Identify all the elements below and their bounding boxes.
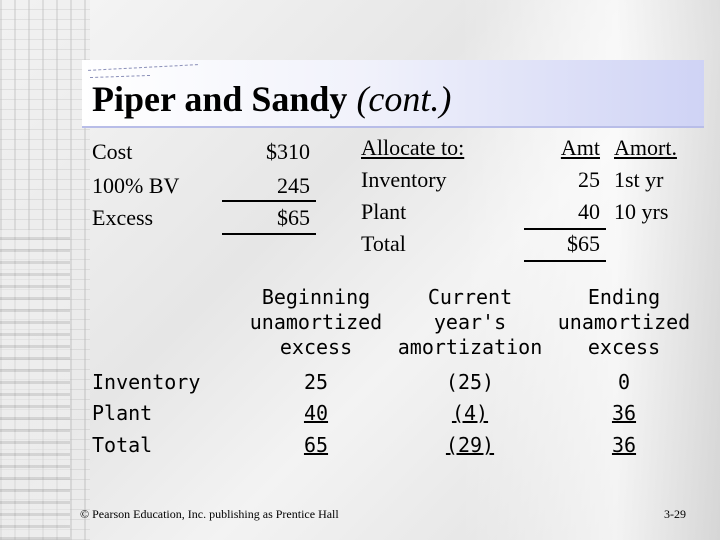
row-label: Inventory <box>92 370 201 394</box>
amt-inventory: 25 <box>578 167 600 192</box>
current-cell: (4) <box>451 401 489 425</box>
header-line: amortization <box>397 335 543 359</box>
title-bar <box>82 60 704 128</box>
background-building <box>0 0 90 540</box>
ending-header: Ending unamortized excess <box>546 285 702 360</box>
cost-label: Cost <box>92 139 133 164</box>
header-line: unamortized <box>249 310 383 334</box>
amort-header: Amort. <box>614 135 677 160</box>
total-rule <box>222 233 316 235</box>
beginning-cell: 40 <box>303 401 329 425</box>
header-line: Current <box>427 285 513 309</box>
bv-value: 245 <box>277 173 310 198</box>
amt-total-rule <box>524 260 606 262</box>
amt-total: $65 <box>567 231 600 256</box>
ending-cell: 36 <box>611 433 637 457</box>
subtotal-rule <box>222 200 316 202</box>
beginning-cell: 25 <box>303 370 329 394</box>
excess-value: $65 <box>277 205 310 230</box>
current-header: Current year's amortization <box>395 285 545 360</box>
title-main: Piper and Sandy <box>92 79 348 119</box>
beginning-cell: 65 <box>303 433 329 457</box>
current-cell: (29) <box>445 433 495 457</box>
ending-cell: 36 <box>611 401 637 425</box>
header-line: year's <box>433 310 507 334</box>
allocate-inventory-label: Inventory <box>361 167 447 192</box>
header-line: excess <box>279 335 353 359</box>
slide-number: 3-29 <box>664 507 686 521</box>
amt-plant: 40 <box>578 199 600 224</box>
slide-title: Piper and Sandy (cont.) <box>92 78 451 120</box>
cost-value: $310 <box>266 139 310 164</box>
allocate-plant-label: Plant <box>361 199 407 224</box>
beginning-header: Beginning unamortized excess <box>236 285 396 360</box>
header-line: Beginning <box>261 285 371 309</box>
row-label: Total <box>92 433 153 457</box>
allocate-heading: Allocate to: <box>361 135 465 160</box>
ending-cell: 0 <box>617 370 631 394</box>
amt-subtotal-rule <box>524 228 606 230</box>
header-line: unamortized <box>557 310 691 334</box>
header-line: excess <box>587 335 661 359</box>
amort-inventory: 1st yr <box>614 167 664 192</box>
bv-label: 100% BV <box>92 173 180 198</box>
header-line: Ending <box>587 285 661 309</box>
amt-header: Amt <box>560 135 600 160</box>
title-sub: (cont.) <box>356 79 452 119</box>
row-label: Plant <box>92 401 153 425</box>
current-cell: (25) <box>445 370 495 394</box>
excess-label: Excess <box>92 205 154 230</box>
allocate-total-label: Total <box>361 231 406 256</box>
amort-plant: 10 yrs <box>614 199 669 224</box>
background-building-lower <box>0 230 70 540</box>
copyright-footer: © Pearson Education, Inc. publishing as … <box>80 507 339 521</box>
